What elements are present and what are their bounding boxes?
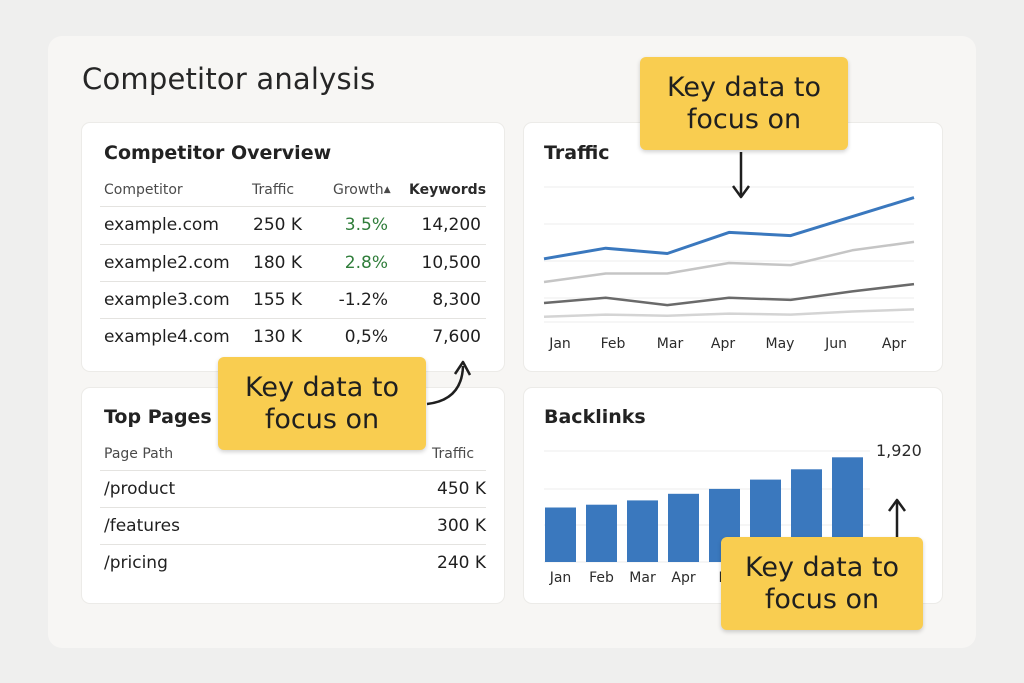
competitor-cell: example2.com (104, 253, 230, 273)
backlinks-peak-label: 1,920 (876, 441, 922, 460)
col-header-growth-label: Growth (333, 182, 384, 198)
competitor-cell: example3.com (104, 290, 230, 310)
competitor-cell: example4.com (104, 327, 230, 347)
traffic-chart: Jan Feb Mar Apr May Jun Apr (543, 186, 915, 352)
traffic-x-tick-label: Jan (548, 336, 571, 352)
traffic-x-tick-label: May (766, 336, 795, 352)
callout-top-text: Key data to focus on (666, 71, 822, 135)
divider (100, 544, 486, 545)
competitor-overview-title: Competitor Overview (104, 142, 332, 164)
traffic-x-tick-label: Jun (824, 336, 847, 352)
curved-arrow-head (453, 360, 472, 376)
traffic-series-line (543, 196, 915, 261)
keywords-cell: 10,500 (421, 253, 481, 273)
traffic-cell: 155 K (253, 290, 302, 310)
sort-up-icon: ▲ (383, 185, 391, 195)
callout-arrows (426, 152, 907, 538)
callout-top: Key data to focus on (640, 57, 848, 150)
backlinks-title: Backlinks (544, 406, 646, 428)
traffic-x-tick-label: Apr (711, 336, 735, 352)
traffic-x-tick-label: Mar (657, 336, 684, 352)
backlinks-x-tick-label: Jan (549, 570, 572, 586)
traffic-series-line (543, 308, 915, 318)
backlinks-bar (627, 500, 658, 562)
page-title: Competitor analysis (82, 62, 376, 96)
divider (100, 318, 486, 319)
curved-arrow-icon (426, 365, 465, 406)
growth-cell: -1.2% (338, 290, 388, 310)
callout-left-text: Key data to focus on (244, 371, 400, 435)
page-traffic-cell: 240 K (437, 553, 486, 573)
page-path-cell: /pricing (104, 553, 168, 573)
callout-left: Key data to focus on (218, 357, 426, 450)
col-header-page-path: Page Path (104, 446, 174, 462)
col-header-growth[interactable]: Growth▲ (333, 182, 391, 198)
traffic-cell: 130 K (253, 327, 302, 347)
backlinks-x-tick-label: Apr (671, 570, 695, 586)
divider (100, 206, 486, 207)
traffic-x-tick-label: Apr (882, 336, 906, 352)
backlinks-x-tick-label: Feb (589, 570, 614, 586)
col-header-competitor: Competitor (104, 182, 183, 198)
backlinks-bar (668, 493, 699, 562)
backlinks-x-tick-label: Mar (629, 570, 656, 586)
page-path-cell: /product (104, 479, 176, 499)
traffic-series-line (543, 240, 915, 284)
arrow-down-head (731, 185, 751, 199)
growth-cell: 3.5% (344, 215, 388, 235)
page-path-cell: /features (104, 516, 180, 536)
growth-cell: 0,5% (344, 327, 388, 347)
traffic-series-line (543, 282, 915, 307)
keywords-cell: 8,300 (432, 290, 481, 310)
competitor-overview-card (82, 123, 504, 371)
traffic-cell: 250 K (253, 215, 302, 235)
col-header-keywords: Keywords (409, 182, 487, 198)
growth-cell: 2.8% (344, 253, 388, 273)
callout-bottom: Key data to focus on (721, 537, 923, 630)
keywords-cell: 7,600 (432, 327, 481, 347)
col-header-traffic: Traffic (252, 182, 295, 198)
divider (100, 244, 486, 245)
traffic-title: Traffic (544, 142, 610, 164)
divider (100, 281, 486, 282)
page-traffic-cell: 300 K (437, 516, 486, 536)
top-pages-title: Top Pages (104, 406, 212, 428)
backlinks-bar (545, 507, 576, 562)
col-header-page-traffic: Traffic (432, 446, 475, 462)
keywords-cell: 14,200 (421, 215, 481, 235)
backlinks-bar (586, 504, 617, 562)
competitor-cell: example.com (104, 215, 219, 235)
traffic-cell: 180 K (253, 253, 302, 273)
divider (100, 507, 486, 508)
callout-bottom-text: Key data to focus on (744, 551, 900, 615)
arrow-up-head (887, 498, 907, 512)
divider (100, 470, 486, 471)
traffic-x-tick-label: Feb (601, 336, 626, 352)
page-traffic-cell: 450 K (437, 479, 486, 499)
